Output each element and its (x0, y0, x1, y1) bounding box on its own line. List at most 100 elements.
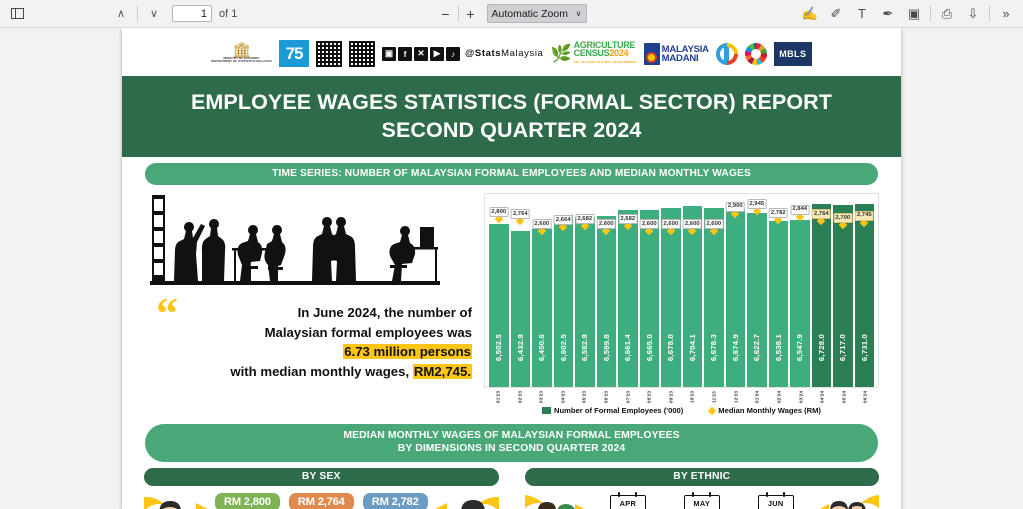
youtube-icon: ▶ (430, 46, 445, 61)
chart-bar-column[interactable]: 6,704.1 2,600 (682, 198, 702, 387)
wage-value-label: 2,900 (725, 201, 745, 212)
previous-page-button[interactable]: ∧ (116, 8, 126, 20)
mbls-logo: MBLS (773, 41, 812, 66)
dimension-subsection-headers: BY SEX BY ETHNIC (122, 468, 901, 486)
document-page: 🏛 MINISTRY OF ECONOMY DEPARTMENT OF STAT… (122, 28, 905, 509)
chart-bar-column[interactable]: 6,599.8 2,600 (596, 198, 616, 387)
chart-bar-column[interactable]: 6,731.0 2,745 (854, 198, 874, 387)
draw-icon[interactable]: ✒ (882, 5, 894, 21)
chart-bar-column[interactable]: 6,678.0 2,600 (661, 198, 681, 387)
legend-label-wages: Median Monthly Wages (RM) (718, 406, 821, 415)
print-icon[interactable]: ⎙ (941, 5, 953, 21)
male-avatar (124, 493, 208, 509)
calendar-icon: MAY (683, 492, 720, 509)
chevron-down-icon: ∨ (575, 9, 582, 18)
chart-bar-column[interactable]: 6,582.8 2,682 (575, 198, 595, 387)
by-ethnic-values: APRRM 2,300RM 4,164 MAYRM 2,300RM 4,164 JU… (589, 492, 816, 509)
chart-bar-column[interactable]: 6,538.1 2,782 (768, 198, 788, 387)
x-axis-tick-label: 03'23 (538, 390, 544, 403)
by-sex-header: BY SEX (144, 468, 499, 486)
chart-bar: 6,728.0 (811, 203, 831, 387)
top-wage-value: RM 2,764 (288, 493, 354, 509)
x-axis-tick-label: 05'23 (581, 390, 587, 403)
bar-value-label: 6,661.4 (623, 333, 633, 361)
zoom-level-select[interactable]: Automatic Zoom ∨ (486, 4, 587, 23)
chart-bar-column[interactable]: 6,602.5 2,664 (553, 198, 573, 387)
chart-bar-column[interactable]: 6,674.9 2,900 (725, 198, 745, 387)
sdg-arrow-icon (715, 42, 738, 65)
divider (930, 6, 931, 21)
bar-value-label: 6,731.0 (859, 333, 869, 361)
toolbar-tools: ✍ ✐ T ✒ ▣ ⎙ ⇩ » (797, 2, 1019, 26)
month-value-group: APRRM 2,300RM 4,164 (595, 492, 660, 509)
madani-line-2: MADANI (661, 52, 699, 64)
x-axis-tick-label: 08'23 (646, 390, 652, 403)
quote-highlight-wage: RM2,745. (412, 363, 472, 379)
timeseries-section: “ In June 2024, the number of Malaysian … (122, 185, 901, 415)
add-text-icon[interactable]: T (858, 6, 866, 21)
bar-value-label: 6,717.0 (838, 333, 848, 361)
ministry-line-1: MINISTRY OF ECONOMY (223, 55, 260, 60)
divider (137, 6, 138, 21)
sidebar-toggle-icon[interactable] (4, 2, 30, 26)
pdf-viewer[interactable]: 🏛 MINISTRY OF ECONOMY DEPARTMENT OF STAT… (0, 28, 1023, 509)
chart-bar: 6,717.0 (833, 204, 853, 387)
draw-signature-icon[interactable]: ✍ (801, 5, 819, 21)
add-image-icon[interactable]: ▣ (907, 5, 921, 21)
x-axis-tick-label: 12'23 (733, 390, 738, 403)
leaf-icon: 🌿 (550, 44, 572, 63)
instagram-icon: ▣ (382, 46, 397, 61)
dimension-panels: RM 2,800APRRM 2,700RM 2,764MAYRM 2,682RM… (122, 492, 905, 509)
chart-bar-column[interactable]: 6,661.4 2,682 (618, 198, 638, 387)
save-icon[interactable]: ⇩ (967, 5, 979, 21)
chart-bar-column[interactable]: 6,622.7 2,945 (747, 198, 767, 387)
divider (457, 6, 459, 21)
highlight-icon[interactable]: ✐ (830, 5, 842, 21)
by-ethnic-header: BY ETHNIC (524, 468, 879, 486)
bar-value-label: 6,728.0 (816, 333, 826, 361)
chart-bar: 6,432.8 (510, 230, 530, 387)
zoom-out-button[interactable]: − (441, 5, 450, 22)
next-page-button[interactable]: ∨ (149, 8, 159, 20)
chart-bar-column[interactable]: 6,502.5 2,800 (489, 198, 509, 387)
chart-bar-column[interactable]: 6,678.3 2,600 (704, 198, 724, 387)
chart-bar-column[interactable]: 6,717.0 2,700 (833, 198, 853, 387)
bar-value-label: 6,432.8 (515, 333, 525, 361)
chart-bar-column[interactable]: 6,450.6 2,600 (532, 198, 552, 387)
more-tools-icon[interactable]: » (1002, 6, 1010, 21)
malaysia-madani-logo: MALAYSIA MADANI (643, 42, 709, 65)
x-axis-tick-label: 09'23 (668, 390, 674, 403)
wage-value-label: 2,844 (790, 204, 810, 215)
page-number-input[interactable] (172, 5, 212, 22)
chart-plot-area: 6,502.5 2,800 6,432.8 2,764 6,450.6 2,600 6,60… (484, 193, 879, 388)
month-value-group: MAYRM 2,300RM 4,164 (669, 492, 734, 509)
month-label: JUN (767, 499, 784, 508)
chart-bar-column[interactable]: 6,728.0 2,764 (811, 198, 831, 387)
x-axis-tick-label: 10'23 (689, 390, 695, 403)
x-axis-tick-label: 04'24 (819, 390, 825, 403)
x-axis-tick-label: 06'24 (862, 390, 868, 403)
wage-value-label: 2,782 (768, 208, 788, 219)
wage-value-label: 2,600 (532, 219, 552, 229)
chart-bar-column[interactable]: 6,665.0 2,600 (639, 198, 659, 387)
month-value-group: JUNRM 2,300RM 4,200 (743, 492, 808, 509)
qr-code-1 (316, 40, 343, 67)
chart-legend: Number of Formal Employees ('000) Median… (484, 405, 879, 415)
agriculture-census-logo: 🌿 AGRICULTURE CENSUS2024 KEY TO AGRICULT… (550, 41, 636, 67)
x-axis-tick-label: 07'23 (624, 390, 630, 403)
chart-x-axis: 01'23 02'23 03'23 04'23 05'23 06'23 07'23 08'23… (484, 388, 879, 405)
madani-line-1: MALAYSIA (661, 43, 709, 55)
chart-bar-column[interactable]: 6,547.9 2,844 (790, 198, 810, 387)
x-axis-tick-label: 04'23 (560, 390, 566, 403)
by-ethnic-panel: BUMIPUTERA APRRM 2,300RM 4,164 MAYRM 2,30… (498, 492, 905, 509)
month-value-group: RM 2,800APRRM 2,700 (214, 493, 280, 509)
zoom-in-button[interactable]: + (466, 5, 475, 22)
chart-bar-column[interactable]: 6,432.8 2,764 (510, 198, 530, 387)
x-axis-tick-label: 02'24 (776, 390, 782, 403)
bar-value-label: 6,678.3 (709, 333, 719, 361)
report-title-line-2: SECOND QUARTER 2024 (381, 118, 642, 142)
chart-bar: 6,622.7 (747, 213, 767, 387)
divider (989, 6, 990, 21)
bar-value-label: 6,665.0 (644, 333, 654, 361)
key-findings-quote: “ In June 2024, the number of Malaysian … (144, 292, 474, 381)
